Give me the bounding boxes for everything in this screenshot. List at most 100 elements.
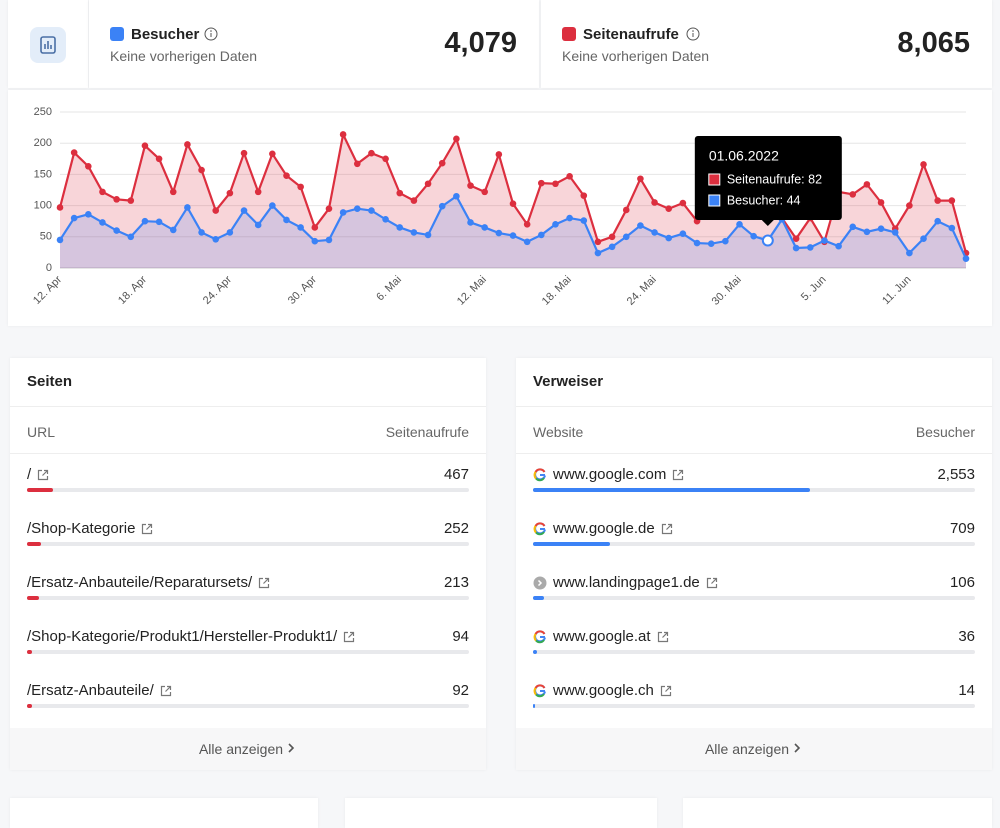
table-row: www.google.de 709 xyxy=(533,520,975,560)
bar xyxy=(533,650,537,654)
row-text[interactable]: / xyxy=(27,466,32,483)
row-text[interactable]: www.landingpage1.de xyxy=(553,574,700,591)
chevron-icon xyxy=(794,743,801,753)
row-text[interactable]: www.google.de xyxy=(553,520,655,537)
data-point xyxy=(651,229,658,236)
external-link-icon[interactable] xyxy=(160,685,172,697)
panel xyxy=(10,798,318,828)
divider xyxy=(10,453,486,454)
area-fill xyxy=(60,196,966,268)
data-point xyxy=(56,204,64,211)
data-point xyxy=(608,233,616,241)
data-point xyxy=(948,224,956,232)
info-icon[interactable] xyxy=(204,27,218,41)
x-tick-label: 12. Mai xyxy=(455,274,489,308)
show-all-button[interactable]: Alle anzeigen xyxy=(516,728,992,770)
row-label: /Ersatz-Anbauteile/Reparatursets/ xyxy=(27,574,270,591)
row-text[interactable]: www.google.at xyxy=(553,628,651,645)
row-value: 106 xyxy=(949,574,975,591)
external-link-icon[interactable] xyxy=(141,523,153,535)
data-point xyxy=(552,180,559,188)
data-point xyxy=(353,160,361,168)
row-text[interactable]: /Shop-Kategorie/Produkt1/Hersteller-Prod… xyxy=(27,628,338,645)
data-point xyxy=(523,238,531,246)
show-all-text: Alle anzeigen xyxy=(704,741,790,757)
info-icon[interactable] xyxy=(686,27,700,41)
data-point xyxy=(495,229,503,237)
data-point xyxy=(920,235,927,242)
external-link-icon[interactable] xyxy=(660,685,672,697)
data-point xyxy=(184,204,191,211)
tooltip-line: Seitenaufrufe: 82 xyxy=(727,172,822,186)
x-tick-label: 18. Apr xyxy=(116,273,149,306)
row-label: /Ersatz-Anbauteile/ xyxy=(27,682,172,699)
data-point xyxy=(283,172,290,179)
bar xyxy=(27,488,53,492)
data-point xyxy=(594,249,602,257)
external-link-icon[interactable] xyxy=(258,577,270,589)
data-point xyxy=(948,197,956,204)
stat-label: Seitenaufrufe xyxy=(583,26,679,43)
data-point xyxy=(269,202,276,209)
data-point xyxy=(906,249,913,257)
data-point xyxy=(608,243,616,251)
bar xyxy=(533,542,610,546)
column-header: Besucher xyxy=(915,424,975,440)
stat-note: Keine vorherigen Daten xyxy=(562,48,710,64)
data-point xyxy=(934,197,941,204)
data-point xyxy=(226,229,234,236)
row-label: www.landingpage1.de xyxy=(533,574,718,591)
tooltip-arrow xyxy=(761,220,774,226)
bar-track xyxy=(27,488,469,492)
x-tick-label: 11. Jun xyxy=(880,274,913,307)
row-text[interactable]: /Ersatz-Anbauteile/ xyxy=(27,682,154,699)
data-point xyxy=(155,218,163,226)
row-text[interactable]: www.google.com xyxy=(553,466,667,483)
data-point xyxy=(99,219,106,226)
data-point xyxy=(722,237,729,245)
x-tick-label: 24. Apr xyxy=(201,273,234,306)
data-point xyxy=(438,202,446,210)
data-point xyxy=(85,211,92,218)
row-text[interactable]: /Ersatz-Anbauteile/Reparatursets/ xyxy=(27,574,253,591)
external-link-icon[interactable] xyxy=(661,523,673,535)
bar-track xyxy=(27,704,469,708)
link-icon xyxy=(533,576,547,589)
row-text[interactable]: www.google.ch xyxy=(553,682,654,699)
external-link-icon[interactable] xyxy=(657,631,669,643)
data-point xyxy=(368,149,375,157)
row-label: www.google.ch xyxy=(533,682,672,699)
x-tick-label: 30. Mai xyxy=(710,274,744,308)
data-point xyxy=(325,205,333,213)
data-point xyxy=(495,151,503,158)
data-point xyxy=(962,255,970,262)
bar-track xyxy=(533,488,975,492)
data-point xyxy=(311,224,319,231)
data-point xyxy=(424,231,432,239)
data-point xyxy=(254,188,262,196)
stat-label: Besucher xyxy=(131,26,200,43)
row-value: 213 xyxy=(443,574,469,591)
bar xyxy=(533,488,810,492)
table-row: www.google.at 36 xyxy=(533,628,975,668)
data-point xyxy=(538,179,545,187)
data-point xyxy=(311,237,319,245)
table-row: /Ersatz-Anbauteile/Reparatursets/213 xyxy=(27,574,469,614)
chart: 0 50 100 150 200 250 12. Apr 18. Apr 24. Apr 30. … xyxy=(8,90,992,326)
tooltip-box xyxy=(694,136,842,220)
external-link-icon[interactable] xyxy=(37,469,49,481)
data-point xyxy=(339,131,347,138)
data-point xyxy=(538,231,545,239)
external-link-icon[interactable] xyxy=(343,631,355,643)
data-point xyxy=(481,224,488,231)
row-label: /Shop-Kategorie xyxy=(27,520,153,537)
data-point xyxy=(240,207,248,214)
row-text[interactable]: /Shop-Kategorie xyxy=(27,520,136,537)
show-all-button[interactable]: Alle anzeigen xyxy=(10,728,486,770)
external-link-icon[interactable] xyxy=(706,577,718,589)
data-point xyxy=(651,199,658,206)
google-icon xyxy=(533,629,546,643)
data-point xyxy=(297,224,304,231)
external-link-icon[interactable] xyxy=(672,469,684,481)
